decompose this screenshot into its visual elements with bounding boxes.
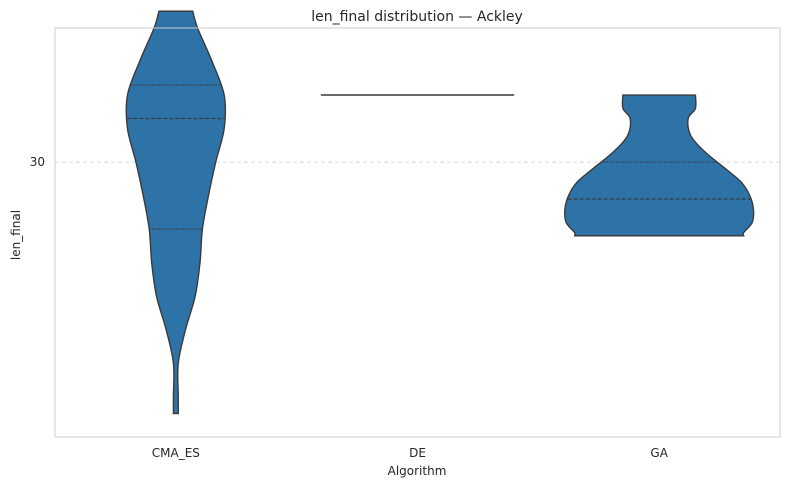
violin-ga-body: [563, 94, 755, 237]
violin-ga: [563, 94, 755, 237]
plot-frame: [54, 27, 781, 438]
violins: [125, 10, 755, 415]
x-ticks: CMA_ES DE GA: [152, 446, 669, 460]
chart-title: len_final distribution — Ackley: [311, 9, 523, 25]
x-tick-label: CMA_ES: [152, 446, 200, 460]
x-axis-label: Algorithm: [388, 464, 447, 478]
y-tick-label: 30: [30, 155, 45, 169]
y-ticks: 30: [30, 155, 45, 169]
violin-cma-es-body: [125, 10, 227, 415]
x-tick-label: GA: [650, 446, 668, 460]
violin-cma-es: [125, 10, 227, 415]
y-axis-label: len_final: [9, 210, 23, 260]
x-tick-label: DE: [409, 446, 426, 460]
